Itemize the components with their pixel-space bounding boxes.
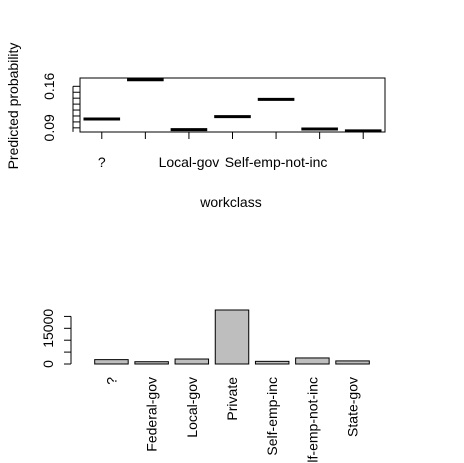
bottom-x-tick-label: Local-gov (184, 377, 200, 438)
top-y-tick-label: 0.16 (41, 72, 57, 99)
bar (174, 358, 210, 365)
top-series (83, 78, 382, 133)
top-x-tick-label: Self-emp-not-inc (225, 154, 328, 170)
bottom-x-tick-label: State-gov (345, 377, 361, 437)
top-x-tick-label: ? (98, 154, 106, 170)
bottom-x-tick-label: ? (103, 377, 119, 385)
bottom-x-tick-label: Federal-gov (144, 377, 160, 452)
bottom-y-tick-label: 15000 (40, 309, 56, 348)
bar (295, 357, 330, 365)
bottom-x-tick-label: Private (224, 377, 240, 421)
bottom-y-ticks: 0 15000 (40, 309, 72, 368)
top-y-axis-label: Predicted probability (5, 43, 21, 170)
top-panel: ? Local-gov Self-emp-not-inc 0.09 0.16 Pred… (5, 43, 386, 210)
bar (254, 360, 290, 365)
bottom-panel: 0 15000 ? Federal-gov Local-gov Private Self-… (40, 309, 370, 463)
bottom-x-tick-labels: ? Federal-gov Local-gov Private Self-emp-inc… (103, 377, 360, 463)
top-x-tick-label: Local-gov (159, 154, 220, 170)
bar (214, 309, 250, 365)
bottom-x-tick-label: Self-emp-not-inc (304, 377, 320, 463)
bar (134, 361, 169, 365)
bottom-x-tick-label: Self-emp-inc (264, 377, 280, 456)
top-x-ticks: ? Local-gov Self-emp-not-inc (98, 132, 364, 170)
top-plot-box (79, 77, 386, 133)
bottom-bars (94, 309, 370, 365)
top-x-axis-label: workclass (199, 194, 261, 210)
bar (94, 359, 129, 365)
top-y-ticks: 0.09 0.16 (41, 72, 80, 141)
bar (335, 360, 370, 365)
top-y-tick-label: 0.09 (41, 114, 57, 141)
bottom-y-tick-label: 0 (40, 360, 56, 368)
